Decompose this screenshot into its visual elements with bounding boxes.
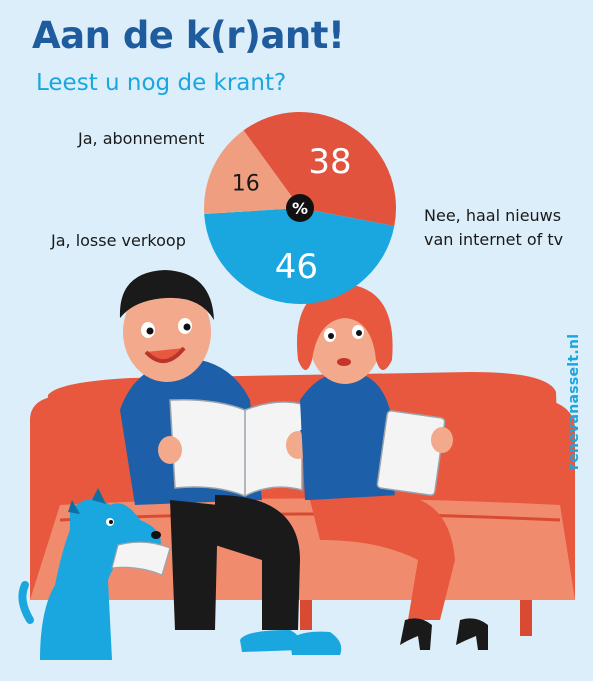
pie-slice-2 [204, 130, 300, 215]
pie-value-label-2: 16 [232, 171, 260, 196]
page-subtitle: Leest u nog de krant? [36, 70, 287, 96]
legend-label-nee-line1: Nee, haal nieuws [424, 206, 562, 225]
pie-slice-0 [243, 111, 397, 226]
pie-value-label-1: 46 [275, 247, 318, 287]
pie-slice-1 [204, 208, 395, 304]
legend-label-abonnement: Ja, abonnement [78, 129, 205, 148]
pie-center-dot [286, 194, 314, 222]
legend-label-nee-line2: van internet of tv [424, 230, 564, 249]
credit-text: renevanasselt.nl [566, 333, 582, 470]
pie-center-label: % [292, 199, 308, 218]
legend-label-losse-verkoop: Ja, losse verkoop [51, 231, 186, 250]
page-title: Aan de k(r)ant! [32, 14, 345, 57]
pie-value-label-0: 38 [308, 142, 351, 182]
